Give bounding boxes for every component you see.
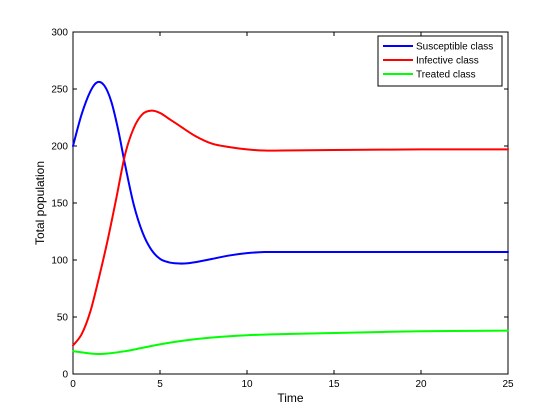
- y-tick-label: 0: [62, 370, 68, 381]
- y-tick-label: 250: [51, 85, 68, 96]
- x-tick-label: 15: [328, 379, 340, 390]
- legend-label-susceptible-class: Susceptible class: [416, 42, 493, 53]
- y-axis-title: Total population: [33, 161, 47, 245]
- x-tick-label: 10: [241, 379, 253, 390]
- y-tick-label: 300: [51, 28, 68, 39]
- y-tick-label: 200: [51, 142, 68, 153]
- y-tick-label: 150: [51, 199, 68, 210]
- y-tick-label: 50: [57, 313, 69, 324]
- x-axis-title: Time: [277, 391, 304, 405]
- series-line-infective-class: [72, 109, 509, 347]
- plot-area: 0 50 100 150 200 250 300 0 5 10 15 20 25: [51, 28, 514, 391]
- x-tick-label: 25: [502, 379, 514, 390]
- series-line-susceptible-class: [72, 80, 509, 265]
- series-lines: [72, 80, 509, 356]
- legend-label-infective-class: Infective class: [416, 56, 479, 67]
- y-tick-label: 100: [51, 256, 68, 267]
- x-tick-label: 20: [415, 379, 427, 390]
- plot-frame: [72, 31, 509, 375]
- x-tick-label: 0: [70, 379, 76, 390]
- series-line-treated-class: [72, 329, 509, 356]
- x-axis-ticks: 0 5 10 15 20 25: [70, 32, 514, 390]
- legend-label-treated-class: Treated class: [416, 70, 476, 81]
- legend: Susceptible class Infective class Treated …: [377, 35, 503, 87]
- x-tick-label: 5: [157, 379, 163, 390]
- y-axis-ticks: 0 50 100 150 200 250 300: [51, 28, 508, 381]
